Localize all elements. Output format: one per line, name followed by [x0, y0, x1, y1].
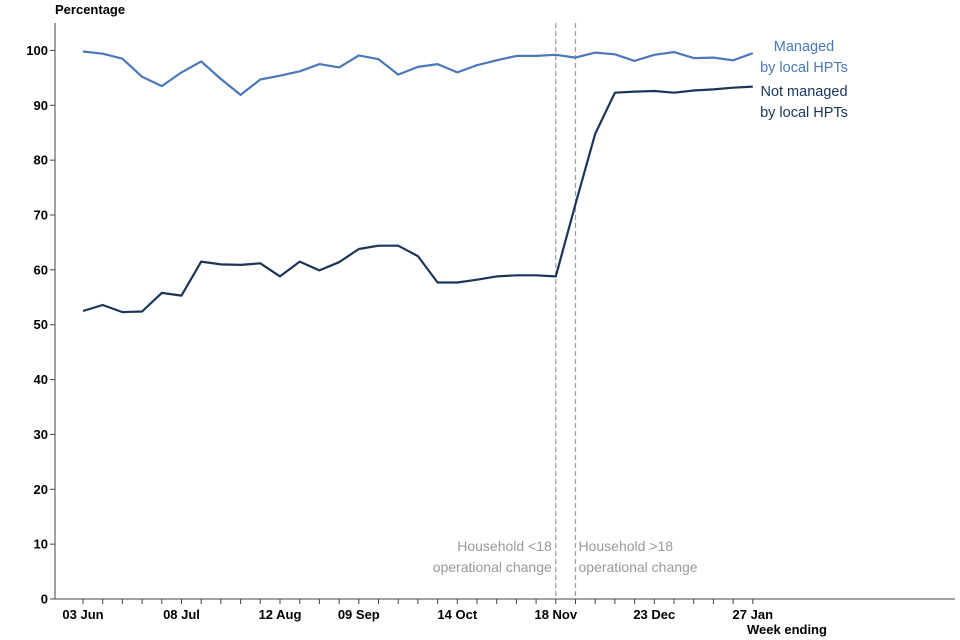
x-tick-label: 08 Jul	[163, 607, 200, 622]
series-lines	[82, 50, 754, 314]
x-tick-label: 03 Jun	[62, 607, 103, 622]
series-labels: Managed by local HPTs Not managed by local …	[760, 39, 848, 121]
y-tick-label: 90	[34, 98, 48, 113]
series-line	[82, 85, 753, 314]
annotation-label: operational change	[579, 559, 698, 575]
annotations: Household <18 operational change Household…	[433, 23, 698, 599]
y-tick-label: 100	[26, 43, 48, 58]
y-tick-label: 40	[34, 372, 48, 387]
y-axis-title: Percentage	[55, 2, 125, 17]
y-tick-label: 0	[41, 592, 48, 607]
y-tick-label: 60	[34, 262, 48, 277]
y-tick-label: 50	[34, 317, 48, 332]
y-tick-label: 20	[34, 482, 48, 497]
x-tick-label: 23 Dec	[633, 607, 675, 622]
y-tick-label: 70	[34, 208, 48, 223]
x-tick-label: 14 Oct	[437, 607, 477, 622]
series-label: Managed	[774, 39, 834, 55]
series-label: by local HPTs	[760, 105, 848, 121]
axes: 0 10 20 30 40 50 60 70 80 90 100 03 Jun 08 Jul 12 Aug…	[26, 23, 955, 622]
annotation-label: operational change	[433, 559, 552, 575]
annotation-label: Household <18	[457, 538, 552, 554]
x-axis-title: Week ending	[747, 622, 827, 637]
x-tick-label: 09 Sep	[338, 607, 380, 622]
y-tick-label: 10	[34, 537, 48, 552]
y-tick-label: 30	[34, 427, 48, 442]
y-tick-label: 80	[34, 153, 48, 168]
series-label: Not managed	[760, 84, 847, 100]
series-label: by local HPTs	[760, 60, 848, 76]
x-tick-label: 12 Aug	[259, 607, 302, 622]
annotation-label: Household >18	[579, 538, 674, 554]
x-tick-label: 27 Jan	[733, 607, 774, 622]
series-line	[82, 50, 754, 97]
x-tick-label: 18 Nov	[534, 607, 577, 622]
